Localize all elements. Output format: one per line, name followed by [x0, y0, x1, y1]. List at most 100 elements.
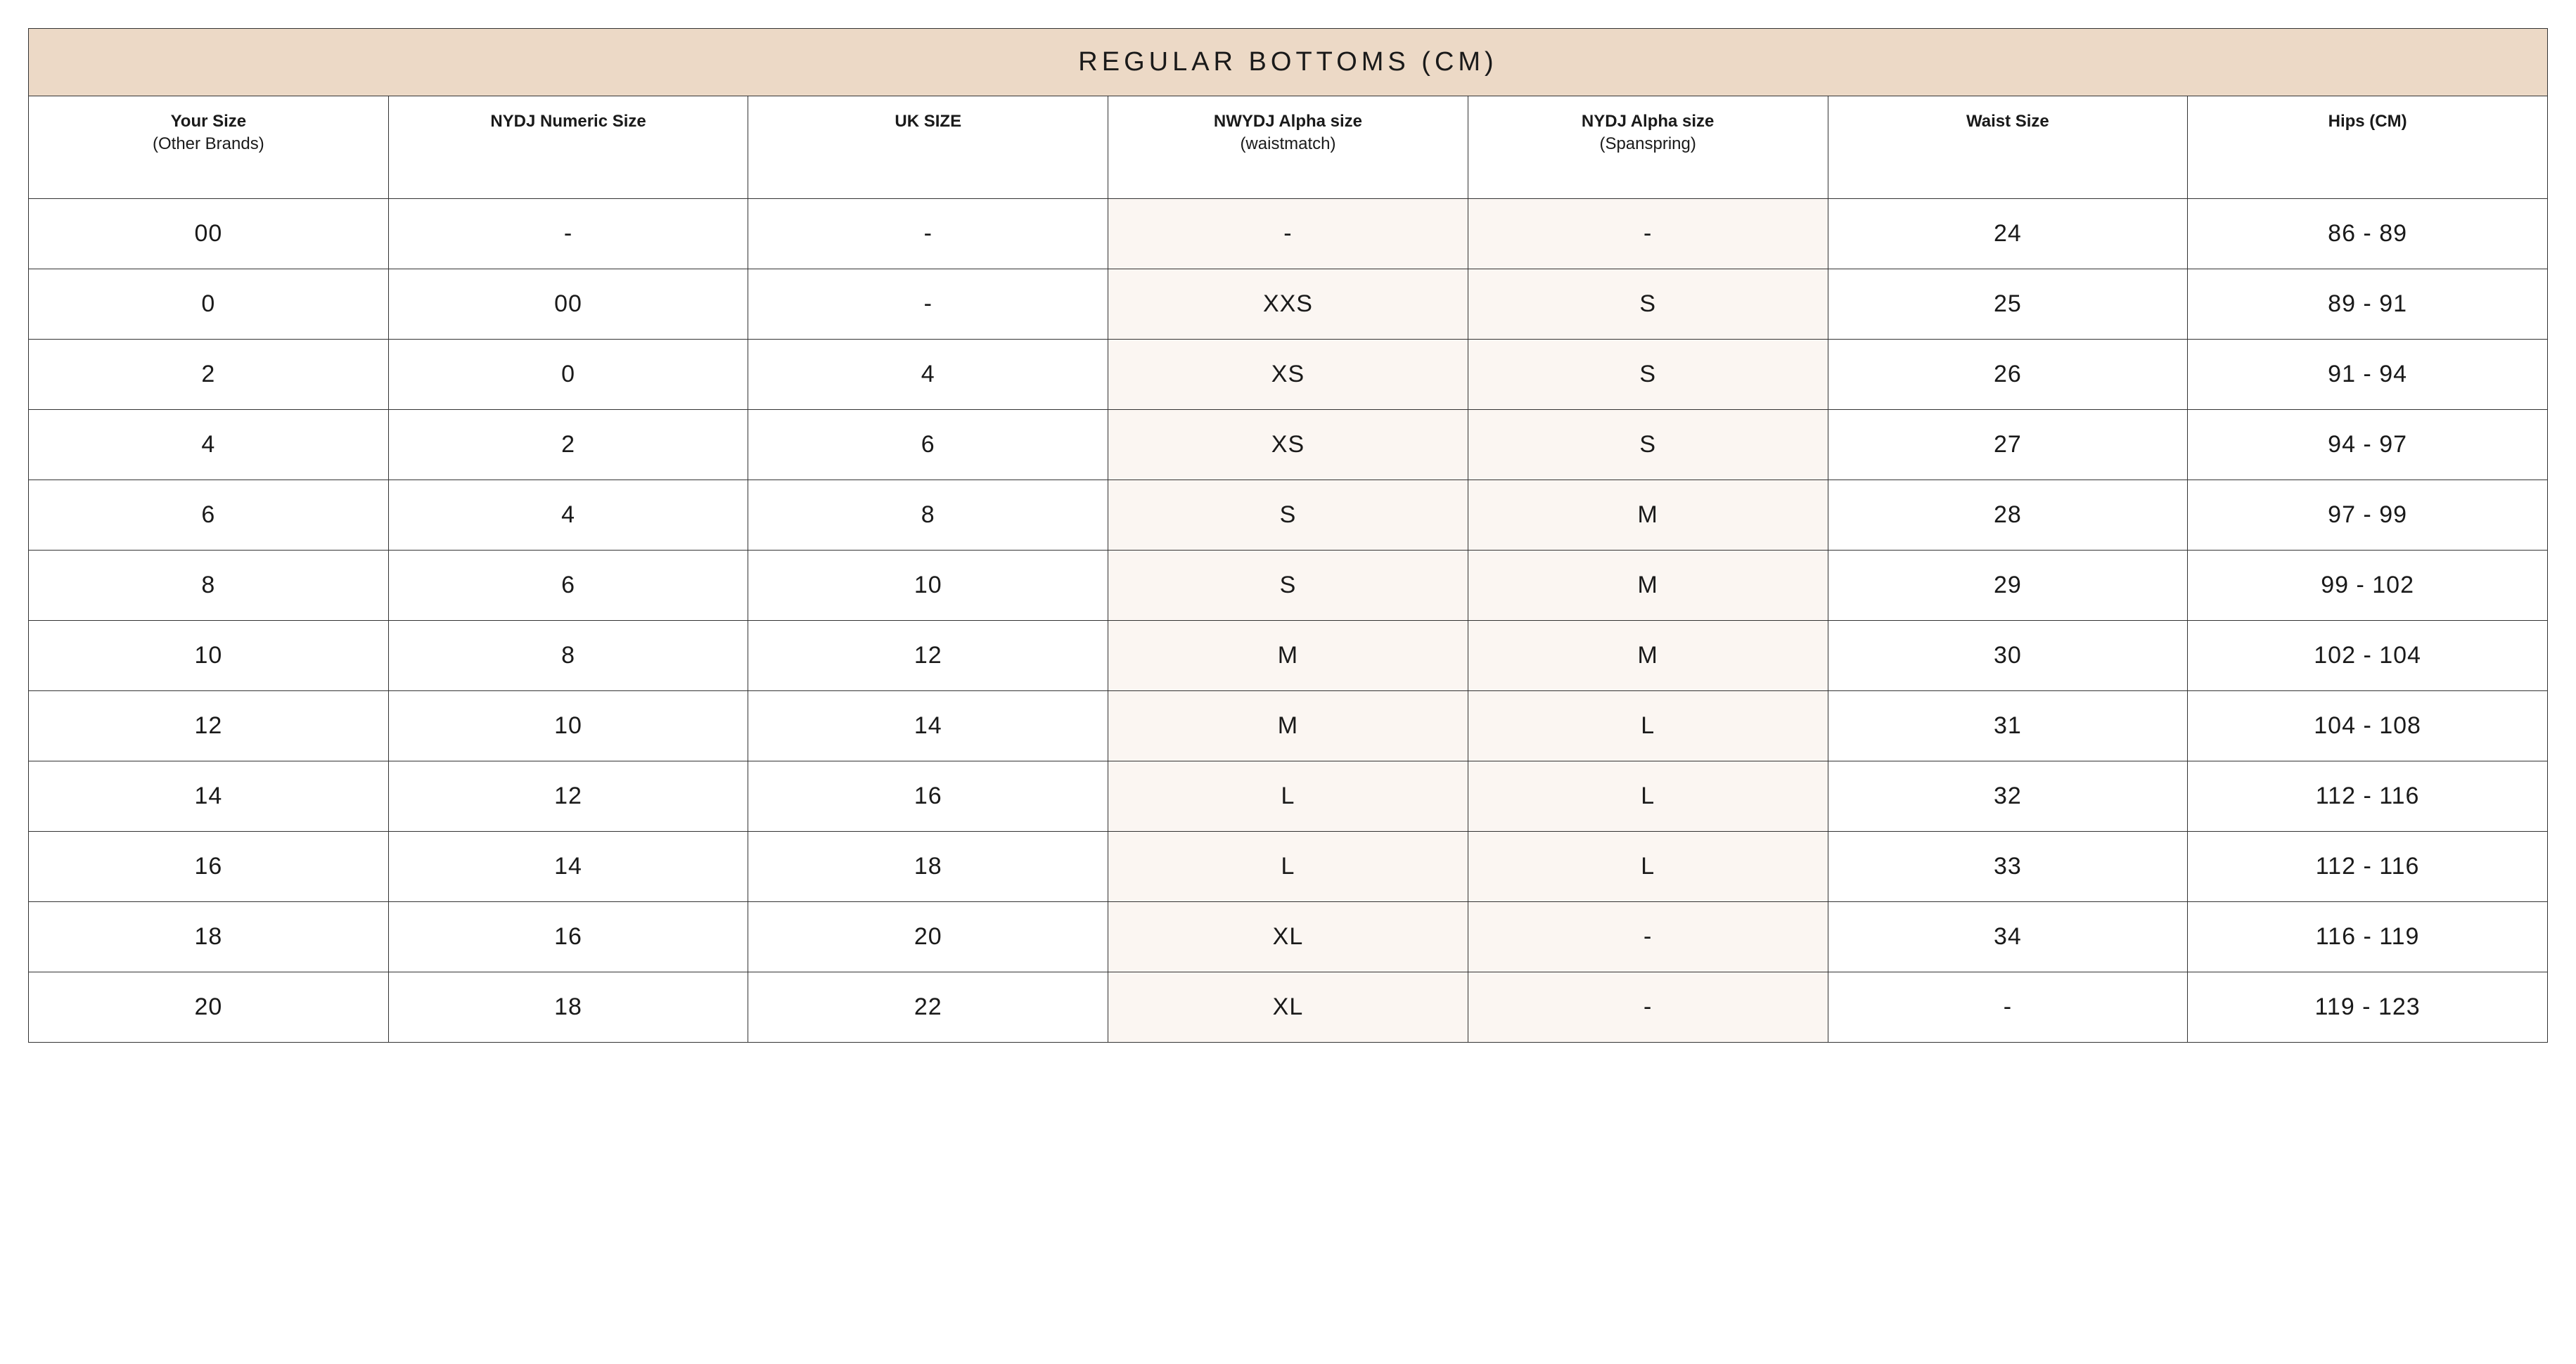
table-cell: - — [1468, 972, 1828, 1042]
table-cell: 25 — [1828, 269, 2188, 339]
column-header: UK SIZE — [748, 96, 1108, 199]
table-cell: 14 — [748, 690, 1108, 761]
table-cell: 10 — [748, 550, 1108, 620]
table-cell: 104 - 108 — [2188, 690, 2548, 761]
table-row: 141216LL32112 - 116 — [29, 761, 2548, 831]
table-cell: - — [1828, 972, 2188, 1042]
table-cell: 22 — [748, 972, 1108, 1042]
table-cell: S — [1468, 339, 1828, 409]
table-row: 201822XL--119 - 123 — [29, 972, 2548, 1042]
table-cell: 119 - 123 — [2188, 972, 2548, 1042]
table-cell: 16 — [748, 761, 1108, 831]
table-row: 00----2486 - 89 — [29, 198, 2548, 269]
table-cell: 29 — [1828, 550, 2188, 620]
table-cell: 4 — [29, 409, 389, 480]
table-cell: 31 — [1828, 690, 2188, 761]
size-chart-table: REGULAR BOTTOMS (CM) Your Size (Other Bra… — [28, 28, 2548, 1043]
table-cell: 10 — [388, 690, 748, 761]
column-header-line2: (Other Brands) — [34, 133, 383, 155]
column-header: Waist Size — [1828, 96, 2188, 199]
table-cell: 116 - 119 — [2188, 901, 2548, 972]
table-cell: 91 - 94 — [2188, 339, 2548, 409]
table-cell: 16 — [388, 901, 748, 972]
column-header-line1: NYDJ Alpha size — [1582, 112, 1715, 131]
table-cell: 10 — [29, 620, 389, 690]
table-cell: M — [1108, 620, 1468, 690]
table-cell: - — [1108, 198, 1468, 269]
table-row: 648SM2897 - 99 — [29, 480, 2548, 550]
table-cell: 6 — [29, 480, 389, 550]
table-cell: 24 — [1828, 198, 2188, 269]
title-row: REGULAR BOTTOMS (CM) — [29, 29, 2548, 96]
table-cell: 26 — [1828, 339, 2188, 409]
table-cell: L — [1108, 831, 1468, 901]
column-header-line1: NWYDJ Alpha size — [1214, 112, 1362, 131]
table-cell: 112 - 116 — [2188, 831, 2548, 901]
table-cell: 16 — [29, 831, 389, 901]
table-cell: XXS — [1108, 269, 1468, 339]
table-cell: 30 — [1828, 620, 2188, 690]
table-cell: - — [748, 269, 1108, 339]
table-cell: 6 — [748, 409, 1108, 480]
table-cell: 8 — [388, 620, 748, 690]
column-header: NYDJ Numeric Size — [388, 96, 748, 199]
table-cell: 0 — [29, 269, 389, 339]
table-cell: 12 — [388, 761, 748, 831]
table-cell: XS — [1108, 409, 1468, 480]
table-row: 204XSS2691 - 94 — [29, 339, 2548, 409]
table-cell: - — [388, 198, 748, 269]
table-row: 181620XL-34116 - 119 — [29, 901, 2548, 972]
table-cell: M — [1108, 690, 1468, 761]
column-header-line1: UK SIZE — [895, 112, 961, 131]
table-title: REGULAR BOTTOMS (CM) — [29, 29, 2548, 96]
table-cell: 86 - 89 — [2188, 198, 2548, 269]
table-cell: 4 — [748, 339, 1108, 409]
table-row: 8610SM2999 - 102 — [29, 550, 2548, 620]
table-cell: M — [1468, 480, 1828, 550]
table-cell: 18 — [388, 972, 748, 1042]
table-cell: 34 — [1828, 901, 2188, 972]
table-cell: 97 - 99 — [2188, 480, 2548, 550]
table-cell: 102 - 104 — [2188, 620, 2548, 690]
table-cell: 0 — [388, 339, 748, 409]
table-cell: M — [1468, 550, 1828, 620]
column-header: Your Size (Other Brands) — [29, 96, 389, 199]
column-header-line1: Waist Size — [1966, 112, 2049, 131]
table-cell: 32 — [1828, 761, 2188, 831]
table-cell: 14 — [388, 831, 748, 901]
table-cell: 33 — [1828, 831, 2188, 901]
table-cell: - — [748, 198, 1108, 269]
table-cell: L — [1468, 761, 1828, 831]
table-cell: - — [1468, 901, 1828, 972]
column-header-line1: Your Size — [171, 112, 247, 131]
table-cell: 112 - 116 — [2188, 761, 2548, 831]
table-cell: 2 — [388, 409, 748, 480]
table-cell: 12 — [29, 690, 389, 761]
table-cell: 2 — [29, 339, 389, 409]
table-cell: 99 - 102 — [2188, 550, 2548, 620]
column-header: NYDJ Alpha size (Spanspring) — [1468, 96, 1828, 199]
table-row: 000-XXSS2589 - 91 — [29, 269, 2548, 339]
table-cell: 8 — [748, 480, 1108, 550]
table-row: 426XSS2794 - 97 — [29, 409, 2548, 480]
table-body: 00----2486 - 89000-XXSS2589 - 91204XSS26… — [29, 198, 2548, 1042]
table-cell: S — [1468, 409, 1828, 480]
column-header: NWYDJ Alpha size(waistmatch) — [1108, 96, 1468, 199]
table-cell: 12 — [748, 620, 1108, 690]
table-cell: 14 — [29, 761, 389, 831]
table-cell: 28 — [1828, 480, 2188, 550]
table-row: 121014ML31104 - 108 — [29, 690, 2548, 761]
table-cell: S — [1108, 480, 1468, 550]
table-cell: L — [1468, 690, 1828, 761]
table-cell: 4 — [388, 480, 748, 550]
table-cell: L — [1468, 831, 1828, 901]
table-cell: 00 — [29, 198, 389, 269]
column-header: Hips (CM) — [2188, 96, 2548, 199]
table-cell: XL — [1108, 901, 1468, 972]
table-cell: 20 — [748, 901, 1108, 972]
table-cell: XS — [1108, 339, 1468, 409]
column-header-line1: Hips (CM) — [2328, 112, 2407, 131]
column-header-line2: (Spanspring) — [1474, 133, 1822, 155]
column-header-line1: NYDJ Numeric Size — [490, 112, 646, 131]
table-cell: S — [1108, 550, 1468, 620]
